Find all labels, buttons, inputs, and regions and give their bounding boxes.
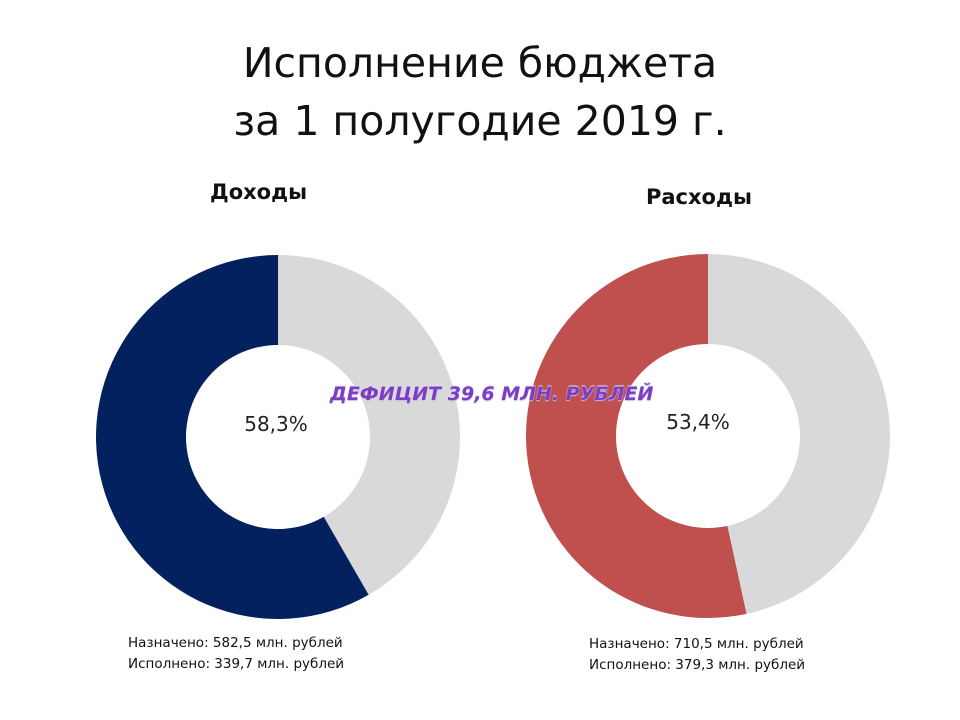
revenue-percent-label: 58,3%	[244, 412, 308, 436]
donut-slice-executed	[95, 255, 369, 619]
expense-assigned-note: Назначено: 710,5 млн. рублей	[589, 636, 804, 652]
expense-executed-note: Исполнено: 379,3 млн. рублей	[589, 657, 806, 673]
revenue-donut-chart	[95, 255, 460, 619]
expense-donut-chart	[525, 254, 890, 618]
revenue-executed-note: Исполнено: 339,7 млн. рублей	[128, 656, 345, 672]
page-title-line-2: за 1 полугодие 2019 г.	[233, 97, 727, 145]
expense-notes: Назначено: 710,5 млн. рублей Исполнено: …	[589, 634, 805, 676]
donut-slice-remaining	[708, 254, 890, 614]
page-title-line-1: Исполнение бюджета	[242, 39, 718, 87]
revenue-notes: Назначено: 582,5 млн. рублей Исполнено: …	[128, 633, 344, 675]
page-title: Исполнение бюджета за 1 полугодие 2019 г…	[0, 34, 960, 150]
deficit-label: ДЕФИЦИТ 39,6 МЛН. РУБЛЕЙ	[330, 383, 654, 405]
donut-slice-executed	[525, 254, 747, 618]
revenue-assigned-note: Назначено: 582,5 млн. рублей	[128, 635, 343, 651]
revenue-chart-title: Доходы	[210, 180, 308, 204]
expense-percent-label: 53,4%	[666, 410, 730, 434]
donut-slice-remaining	[278, 255, 460, 595]
expense-chart-title: Расходы	[646, 185, 752, 209]
